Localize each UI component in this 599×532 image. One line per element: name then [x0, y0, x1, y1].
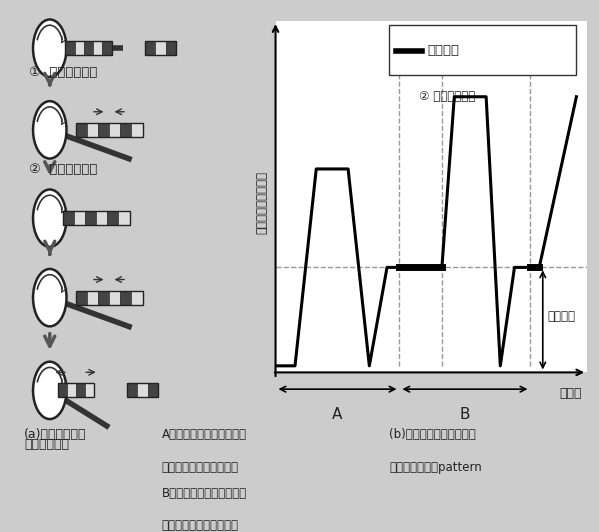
Bar [75, 290, 87, 305]
Bar [147, 384, 158, 397]
Circle shape [33, 189, 66, 247]
Bar [75, 384, 84, 397]
Bar [75, 123, 143, 137]
Bar [127, 384, 158, 397]
Text: 來調整動作pattern: 來調整動作pattern [389, 461, 482, 473]
Bar [155, 41, 166, 55]
Bar [166, 41, 176, 55]
Text: （包裝速度增加時）: （包裝速度增加時） [162, 519, 239, 532]
Bar [66, 384, 75, 397]
Bar [102, 41, 111, 55]
Bar [74, 41, 84, 55]
Text: 密封速度: 密封速度 [547, 310, 575, 323]
Text: 密封動作: 密封動作 [24, 438, 69, 451]
Bar [58, 384, 93, 397]
Text: A：　曲柄轉動一次的時間: A： 曲柄轉動一次的時間 [162, 428, 247, 440]
Text: ② 密封結束位置: ② 密封結束位置 [419, 90, 475, 103]
Bar [145, 41, 176, 55]
Text: ②  密封結束位置: ② 密封結束位置 [29, 163, 98, 176]
Text: B：　曲柄轉動一次的時間: B： 曲柄轉動一次的時間 [162, 487, 247, 500]
Bar [119, 211, 129, 225]
Bar [98, 123, 109, 137]
Bar [107, 211, 119, 225]
Bar [131, 290, 143, 305]
Bar [85, 211, 96, 225]
Bar [58, 384, 66, 397]
Bar [131, 123, 143, 137]
FancyBboxPatch shape [389, 24, 576, 76]
Bar [109, 290, 120, 305]
Bar [84, 384, 93, 397]
Circle shape [33, 362, 66, 419]
Bar [93, 41, 102, 55]
Bar [109, 123, 120, 137]
Bar [127, 384, 137, 397]
Circle shape [33, 20, 66, 77]
Text: ① 密封開始位置: ① 密封開始位置 [403, 51, 458, 64]
Bar [96, 211, 107, 225]
Bar [87, 123, 98, 137]
Circle shape [33, 269, 66, 326]
Text: ①  密封開始位置: ① 密封開始位置 [29, 66, 98, 79]
Bar [98, 290, 109, 305]
Bar [120, 123, 131, 137]
Text: 密封馬達的旋轉速度: 密封馬達的旋轉速度 [256, 171, 268, 234]
Bar [75, 290, 143, 305]
Text: （包裝速度較慢時）: （包裝速度較慢時） [162, 461, 239, 473]
Bar [87, 290, 98, 305]
Bar [63, 211, 74, 225]
Text: 密封時間: 密封時間 [428, 44, 460, 57]
Bar [65, 41, 111, 55]
Text: (a)　密封馬達和: (a) 密封馬達和 [24, 428, 86, 441]
Bar [63, 211, 129, 225]
Text: A: A [332, 407, 343, 422]
Bar [84, 41, 93, 55]
Text: (b)　透過不同的包裝速度: (b) 透過不同的包裝速度 [389, 428, 476, 440]
Bar [75, 123, 87, 137]
Bar [65, 41, 74, 55]
Circle shape [33, 101, 66, 159]
Bar [74, 211, 85, 225]
Text: B: B [459, 407, 470, 422]
Text: 時　間: 時 間 [559, 387, 582, 400]
Bar [145, 41, 155, 55]
Bar [137, 384, 148, 397]
Bar [120, 290, 131, 305]
